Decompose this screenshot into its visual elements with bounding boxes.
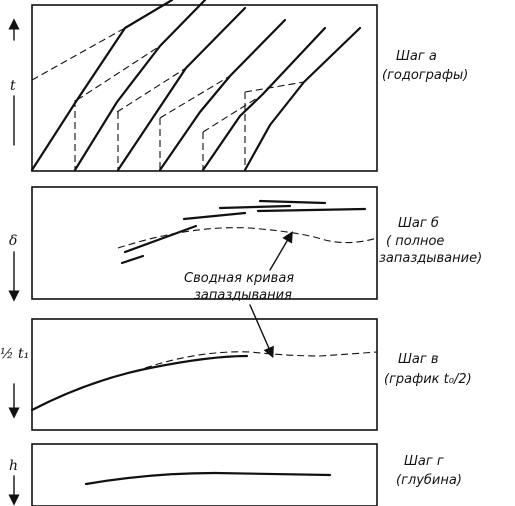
composite-delay-curve xyxy=(117,227,378,249)
composite-delay-curve-overlay xyxy=(144,351,378,369)
time-curve xyxy=(30,354,249,412)
callout: Сводная кривая запаздывания xyxy=(184,231,294,359)
callout-arrow-to-panel-c xyxy=(249,304,274,359)
panel-a-axis-label: t xyxy=(10,78,16,94)
panel-c-axis-label: ½ t₁ xyxy=(0,346,29,362)
dashed-line-1 xyxy=(31,27,126,81)
dashed-line-2 xyxy=(76,45,161,101)
panel-b-frame xyxy=(31,186,378,300)
traveltime-curve-1 xyxy=(30,0,174,172)
traveltime-curve-5 xyxy=(201,26,327,172)
traveltime-curve-6 xyxy=(243,26,362,172)
panel-d-frame xyxy=(31,443,378,506)
depth-curve xyxy=(84,471,332,486)
panel-b-caption-line-2: запаздывание) xyxy=(379,251,482,266)
panel-b: δ Шаг б ( полное запаздывание) xyxy=(8,186,482,302)
panel-c-step: Шаг в xyxy=(398,352,439,367)
dashed-line-5 xyxy=(202,94,263,133)
panel-a-caption: (годографы) xyxy=(382,68,468,83)
panel-c: ½ t₁ Шаг в (график t₀/2) xyxy=(0,318,472,431)
panel-c-caption: (график t₀/2) xyxy=(384,372,472,387)
callout-line-2: запаздывания xyxy=(194,288,292,303)
dashed-line-4 xyxy=(159,75,231,119)
panel-d-axis-label: h xyxy=(9,458,18,474)
traveltime-curve-2 xyxy=(73,0,207,172)
panel-a-frame xyxy=(31,4,378,172)
panel-b-axis-label: δ xyxy=(9,233,17,249)
panel-d-step: Шаг г xyxy=(404,454,444,469)
delay-segment-3 xyxy=(182,211,247,221)
callout-line-1: Сводная кривая xyxy=(184,271,294,286)
panel-c-frame xyxy=(31,318,378,431)
traveltime-curve-4 xyxy=(158,18,287,172)
traveltime-curve-3 xyxy=(116,6,247,172)
panel-b-step: Шаг б xyxy=(398,216,439,231)
panel-a-step: Шаг а xyxy=(396,49,437,64)
delay-segment-5 xyxy=(258,199,327,205)
delay-segment-1 xyxy=(120,254,145,265)
delay-segment-4 xyxy=(218,204,292,210)
dashed-line-6 xyxy=(244,81,305,93)
delay-segment-6 xyxy=(256,207,367,213)
delay-segment-2 xyxy=(123,224,198,254)
panel-d: h Шаг г (глубина) xyxy=(8,443,462,506)
callout-arrow-to-panel-b xyxy=(269,231,293,271)
dashed-line-3 xyxy=(116,67,187,113)
panel-b-caption-line-1: ( полное xyxy=(386,234,444,249)
panel-d-caption: (глубина) xyxy=(396,473,462,488)
panel-a: t Шаг а (годографы) xyxy=(8,0,468,172)
